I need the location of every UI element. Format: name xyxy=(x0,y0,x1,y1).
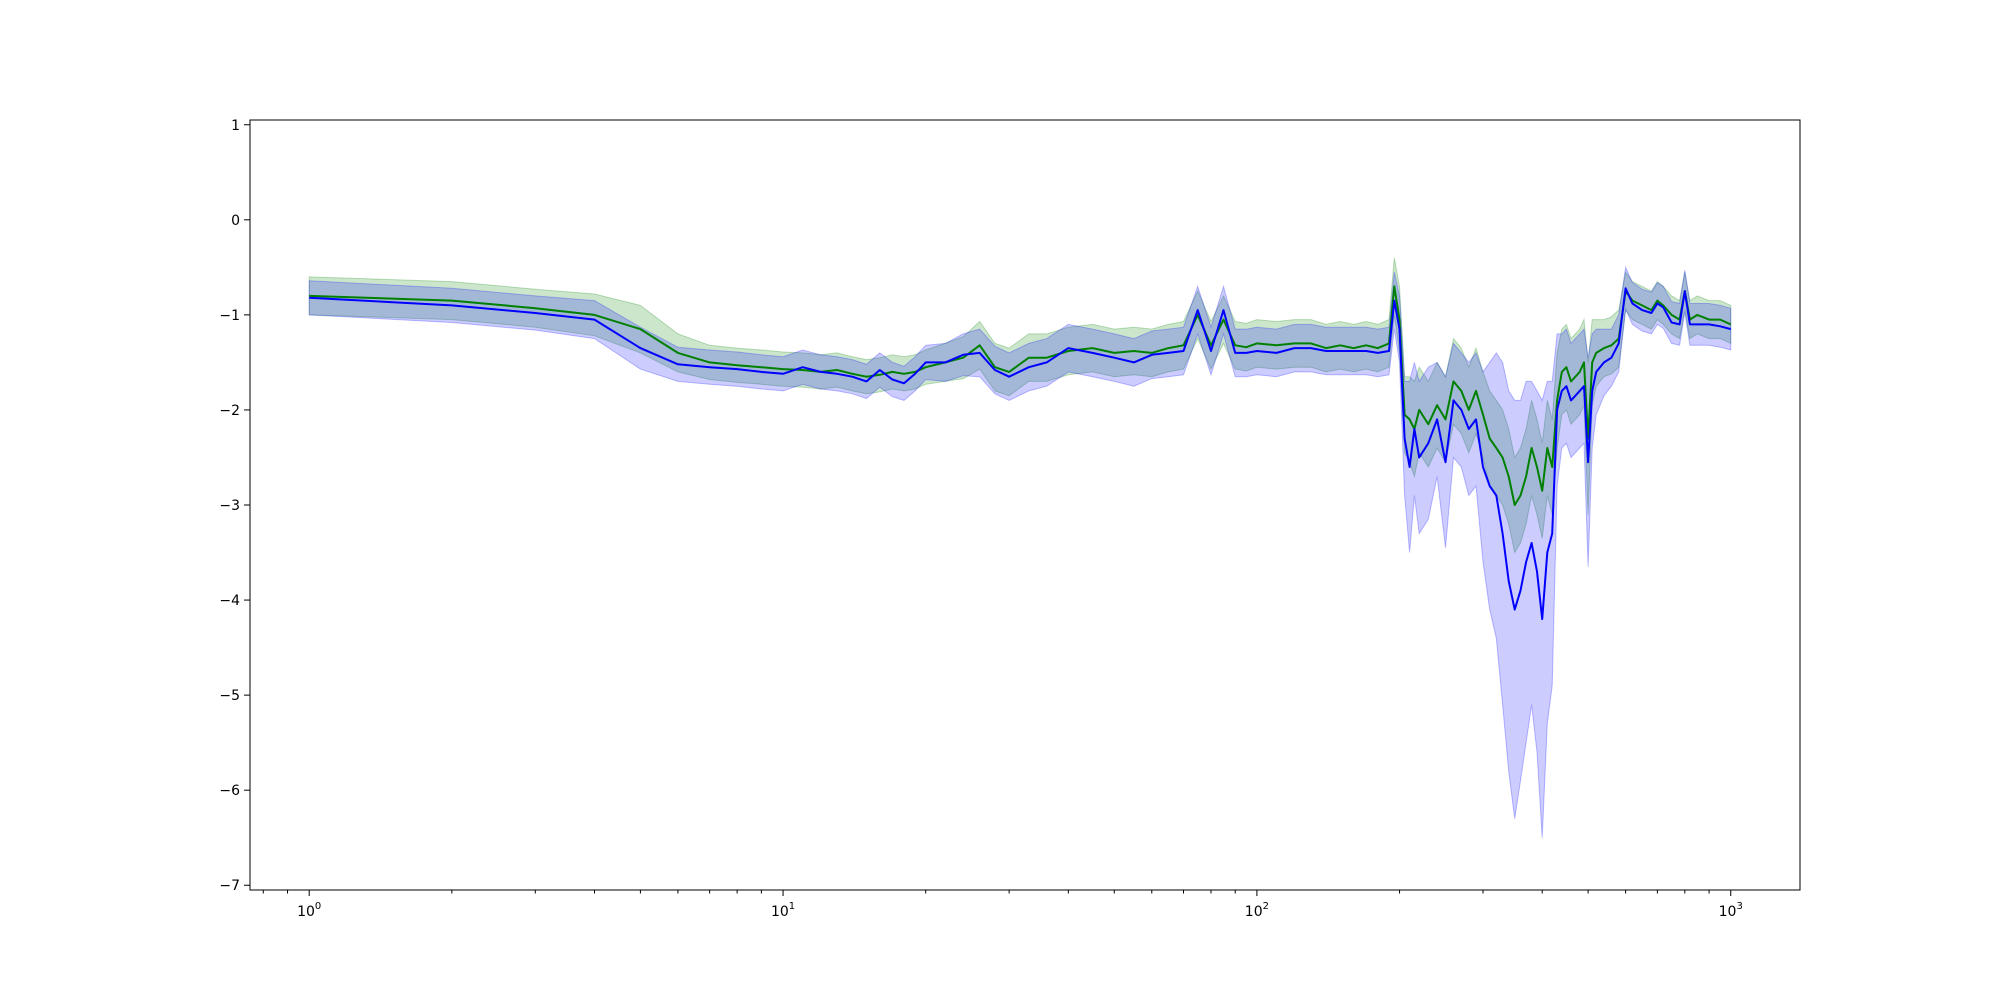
series-2-line xyxy=(309,287,1732,621)
y-tick-label: −2 xyxy=(219,403,240,419)
y-tick-label: −6 xyxy=(219,783,240,799)
y-tick-label: 0 xyxy=(231,213,240,229)
x-tick-label: 100 xyxy=(297,901,321,920)
y-tick-label: −5 xyxy=(219,688,240,704)
y-tick-label: −3 xyxy=(219,498,240,514)
x-tick-label: 103 xyxy=(1719,901,1743,920)
y-tick-label: −4 xyxy=(219,593,240,609)
x-axis: 100 101 102 103 xyxy=(262,890,1743,920)
y-tick-label: 1 xyxy=(231,118,240,134)
series-2-band xyxy=(308,265,1732,838)
series-1-band xyxy=(308,257,1732,554)
y-tick-label: −7 xyxy=(219,878,240,894)
y-tick-label: −1 xyxy=(219,308,240,324)
confidence-bands xyxy=(308,257,1732,838)
x-tick-label: 102 xyxy=(1245,901,1269,920)
series-lines xyxy=(309,285,1732,621)
x-tick-label: 101 xyxy=(771,901,795,920)
y-axis: 1 0 −1 −2 −3 −4 −5 −6 −7 xyxy=(219,118,250,894)
